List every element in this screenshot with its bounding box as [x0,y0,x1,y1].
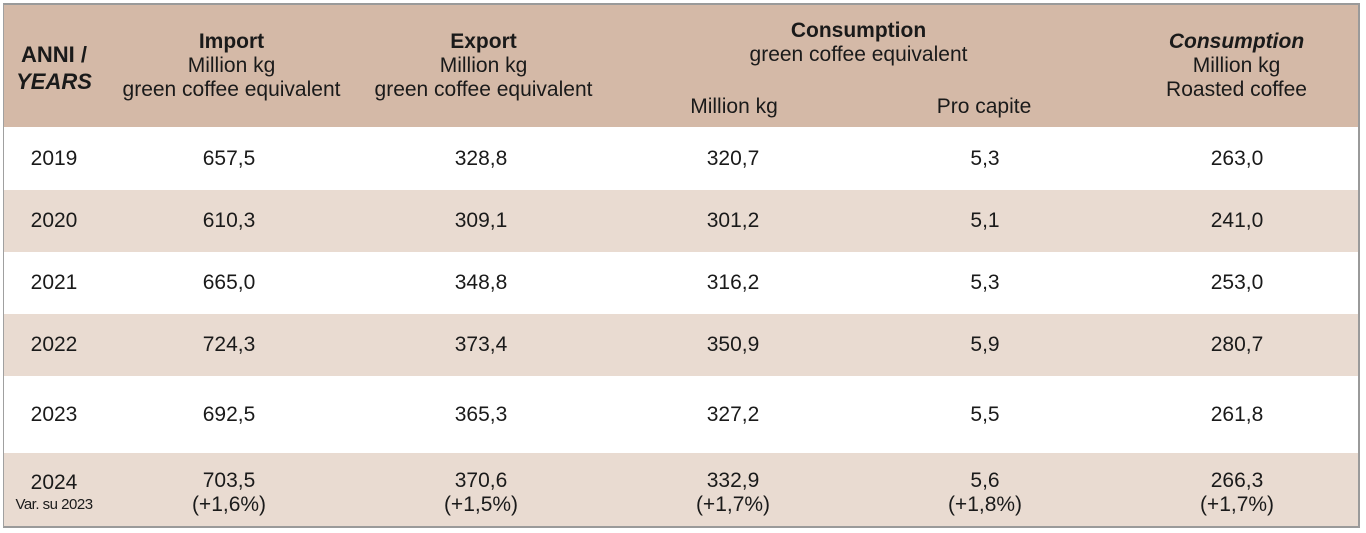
cell-year: 2022 [30,333,78,356]
header-consumption-roasted: Consumption Million kg Roasted coffee [1134,30,1339,102]
cell-consumption-million-kg: 316,2 [706,271,760,294]
cell-export: 373,4 [454,333,508,356]
cell-consumption-pro-capite: 5,1 [970,209,1000,232]
header-consumption-pro-capite: Pro capite [936,95,1032,118]
cell-consumption-roasted: 241,0 [1210,209,1264,232]
cell-year: 2021 [30,271,78,294]
cell-import: 665,0 [202,271,256,294]
coffee-statistics-table: ANNI / YEARS Import Million kg green cof… [3,3,1360,528]
cell-consumption-million-kg: 332,9 (+1,7%) [633,453,833,526]
header-import-title: Import [198,30,265,53]
cell-consumption-roasted-value: 266,3 [1210,469,1264,492]
cell-year-value: 2024 [30,471,78,494]
header-consumption-roasted-title: Consumption [1168,30,1305,53]
cell-import: 703,5 (+1,6%) [129,453,329,526]
cell-year: 2024 Var. su 2023 [4,453,104,526]
header-years-line2: YEARS [16,69,92,94]
cell-consumption-million-kg: 301,2 [706,209,760,232]
header-consumption-green-title: Consumption [790,19,927,42]
header-years-line1: ANNI / [21,42,87,67]
header-import: Import Million kg green coffee equivalen… [109,30,354,102]
cell-year-note: Var. su 2023 [15,496,93,513]
header-export-title: Export [450,30,517,53]
cell-consumption-roasted: 280,7 [1210,333,1264,356]
cell-export: 348,8 [454,271,508,294]
cell-consumption-roasted-variation: (+1,7%) [1199,493,1275,516]
header-years: ANNI / YEARS [4,41,104,95]
cell-export-variation: (+1,5%) [443,493,519,516]
header-export-unit: Million kg [439,54,528,77]
table-row: 2019 657,5 328,8 320,7 5,3 263,0 [4,127,1358,190]
cell-consumption-pro-capite: 5,9 [970,333,1000,356]
cell-consumption-pro-capite: 5,5 [970,402,1000,426]
cell-consumption-million-kg: 350,9 [706,333,760,356]
table-row: 2021 665,0 348,8 316,2 5,3 253,0 [4,252,1358,314]
header-consumption-million-kg: Million kg [690,95,778,118]
table-header: ANNI / YEARS Import Million kg green cof… [4,5,1358,127]
cell-consumption-pro-capite: 5,3 [970,271,1000,294]
cell-import: 724,3 [202,333,256,356]
cell-import-variation: (+1,6%) [191,493,267,516]
cell-export-value: 370,6 [454,469,508,492]
table-row: 2020 610,3 309,1 301,2 5,1 241,0 [4,190,1358,252]
header-consumption-roasted-unit: Million kg [1192,54,1281,77]
cell-import: 610,3 [202,209,256,232]
cell-consumption-million-kg: 320,7 [706,146,760,170]
header-import-unit: Million kg [187,54,276,77]
cell-export: 370,6 (+1,5%) [381,453,581,526]
cell-consumption-pro-capite: 5,6 (+1,8%) [885,453,1085,526]
cell-consumption-roasted: 261,8 [1210,402,1264,426]
cell-consumption-roasted: 263,0 [1210,146,1264,170]
table-row-2024: 2024 Var. su 2023 703,5 (+1,6%) 370,6 (+… [4,453,1358,526]
cell-consumption-million-kg-value: 332,9 [706,469,760,492]
header-import-desc: green coffee equivalent [122,78,341,101]
header-export-desc: green coffee equivalent [374,78,593,101]
header-export: Export Million kg green coffee equivalen… [361,30,606,102]
cell-consumption-pro-capite: 5,3 [970,146,1000,170]
cell-consumption-roasted: 253,0 [1210,271,1264,294]
cell-consumption-pro-capite-value: 5,6 [970,469,1000,492]
header-consumption-roasted-desc: Roasted coffee [1166,78,1307,101]
cell-year: 2020 [30,209,78,232]
cell-year: 2023 [30,402,78,426]
cell-export: 365,3 [454,402,508,426]
header-consumption-green: Consumption green coffee equivalent [606,19,1111,67]
cell-import-value: 703,5 [202,469,256,492]
table-row: 2022 724,3 373,4 350,9 5,9 280,7 [4,314,1358,376]
header-consumption-green-desc: green coffee equivalent [749,43,968,66]
cell-export: 328,8 [454,146,508,170]
cell-consumption-million-kg-variation: (+1,7%) [695,493,771,516]
cell-consumption-roasted: 266,3 (+1,7%) [1137,453,1337,526]
cell-consumption-million-kg: 327,2 [706,402,760,426]
table-row: 2023 692,5 365,3 327,2 5,5 261,8 [4,376,1358,453]
cell-import: 692,5 [202,402,256,426]
cell-import: 657,5 [202,146,256,170]
cell-export: 309,1 [454,209,508,232]
cell-year: 2019 [30,146,78,170]
cell-consumption-pro-capite-variation: (+1,8%) [947,493,1023,516]
